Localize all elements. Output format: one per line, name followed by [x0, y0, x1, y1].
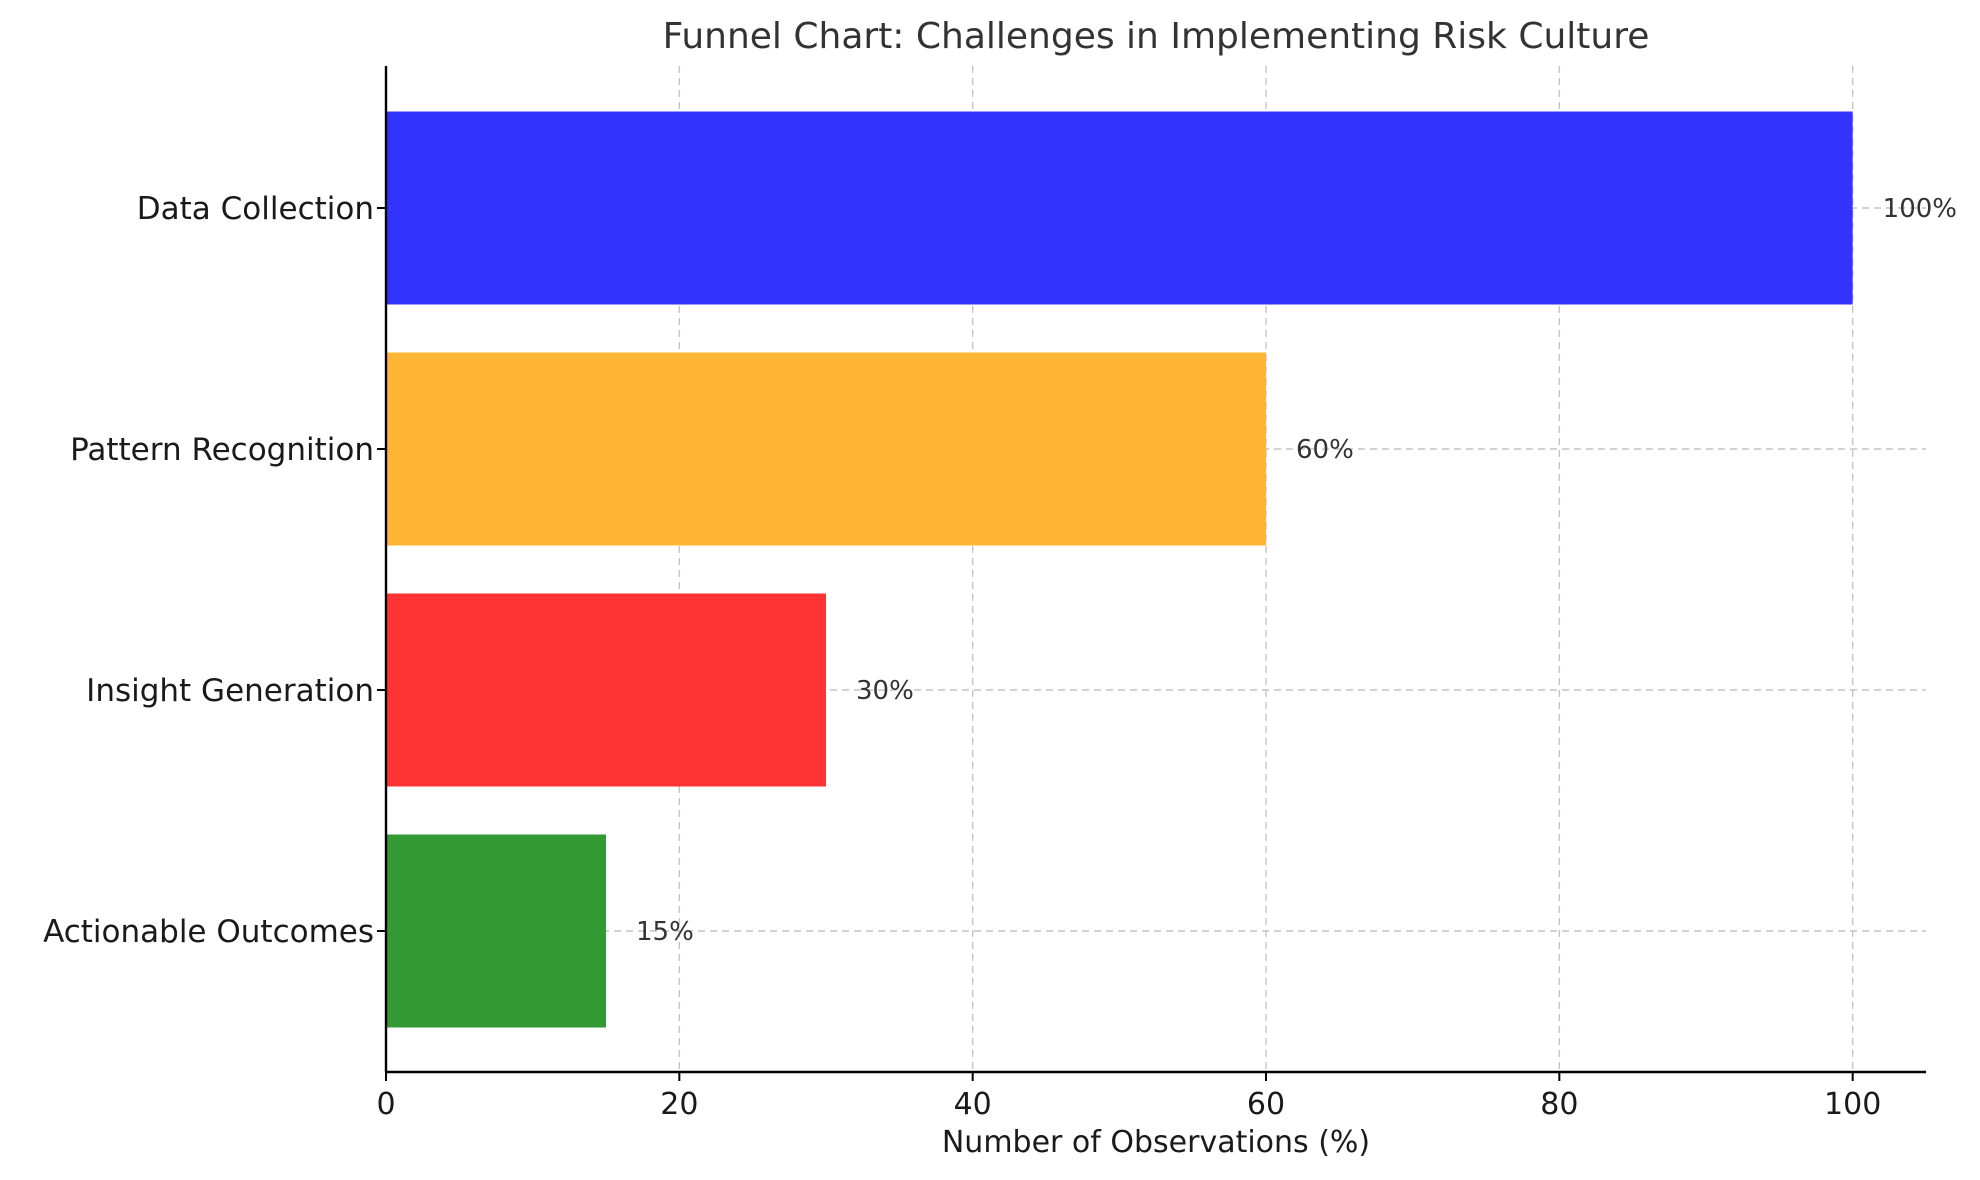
x-tick-label: 100	[1824, 1087, 1881, 1122]
data-label: 60%	[1296, 435, 1354, 465]
x-tick-label: 80	[1540, 1087, 1578, 1122]
category-label: Insight Generation	[86, 673, 374, 709]
bar	[386, 593, 826, 787]
bar	[386, 111, 1853, 305]
data-label: 15%	[636, 917, 694, 947]
axis-layer	[377, 66, 1926, 1081]
x-tick-label: 40	[954, 1087, 992, 1122]
bar	[386, 834, 606, 1028]
x-tick-label: 0	[376, 1087, 395, 1122]
chart-title: Funnel Chart: Challenges in Implementing…	[663, 16, 1650, 57]
bar-layer	[386, 111, 1853, 1028]
x-tick-label: 20	[660, 1087, 698, 1122]
category-label: Pattern Recognition	[70, 432, 374, 468]
x-axis-title: Number of Observations (%)	[942, 1125, 1370, 1160]
data-label: 30%	[856, 676, 914, 706]
x-tick-label: 60	[1247, 1087, 1285, 1122]
category-label: Actionable Outcomes	[43, 914, 374, 950]
data-label: 100%	[1883, 194, 1957, 224]
label-layer: 0 20 40 60 80 100 Data Collection Pattern Recog…	[43, 191, 1957, 1122]
category-label: Data Collection	[137, 191, 374, 227]
bar	[386, 352, 1266, 546]
